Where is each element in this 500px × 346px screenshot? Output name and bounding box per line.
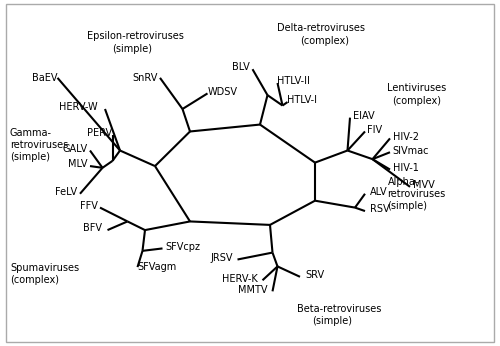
Text: Delta-retroviruses: Delta-retroviruses [278, 23, 366, 33]
Text: retroviruses: retroviruses [388, 189, 446, 199]
Text: WDSV: WDSV [208, 87, 238, 97]
Text: ALV: ALV [370, 187, 388, 197]
Text: Epsilon-retroviruses: Epsilon-retroviruses [88, 31, 184, 41]
Text: HERV-W: HERV-W [59, 102, 98, 112]
Text: BaEV: BaEV [32, 73, 58, 83]
Text: (simple): (simple) [112, 44, 152, 54]
Text: retroviruses: retroviruses [10, 140, 68, 150]
Text: EIAV: EIAV [352, 111, 374, 121]
Text: MMTV: MMTV [238, 285, 268, 294]
Text: RSV: RSV [370, 204, 390, 214]
Text: (simple): (simple) [312, 316, 352, 326]
Text: (complex): (complex) [392, 96, 442, 106]
Text: Alpha-: Alpha- [388, 177, 419, 186]
Text: SRV: SRV [305, 270, 324, 280]
Text: GALV: GALV [62, 144, 88, 154]
Text: Spumaviruses: Spumaviruses [10, 263, 79, 273]
Text: HERV-K: HERV-K [222, 274, 258, 283]
Text: Gamma-: Gamma- [10, 128, 52, 138]
Text: SIVmac: SIVmac [392, 146, 429, 155]
Text: BLV: BLV [232, 63, 250, 72]
Text: (complex): (complex) [300, 36, 349, 46]
Text: FeLV: FeLV [56, 187, 78, 197]
Text: (simple): (simple) [10, 153, 50, 162]
Text: SnRV: SnRV [132, 73, 158, 83]
Text: HIV-2: HIV-2 [392, 132, 418, 142]
Text: MLV: MLV [68, 160, 87, 169]
Text: MVV: MVV [412, 180, 434, 190]
Text: Beta-retroviruses: Beta-retroviruses [298, 304, 382, 313]
Text: FFV: FFV [80, 201, 98, 211]
Text: FIV: FIV [368, 125, 382, 135]
Text: HTLV-II: HTLV-II [278, 76, 310, 86]
Text: Lentiviruses: Lentiviruses [388, 83, 447, 93]
Text: HIV-1: HIV-1 [392, 163, 418, 173]
Text: HTLV-I: HTLV-I [288, 95, 318, 105]
Text: JRSV: JRSV [210, 253, 233, 263]
Text: (simple): (simple) [388, 201, 428, 211]
Text: SFVcpz: SFVcpz [165, 243, 200, 252]
Text: PERV: PERV [88, 128, 112, 138]
Text: BFV: BFV [84, 224, 102, 233]
Text: (complex): (complex) [10, 275, 59, 285]
Text: SFVagm: SFVagm [138, 262, 177, 272]
